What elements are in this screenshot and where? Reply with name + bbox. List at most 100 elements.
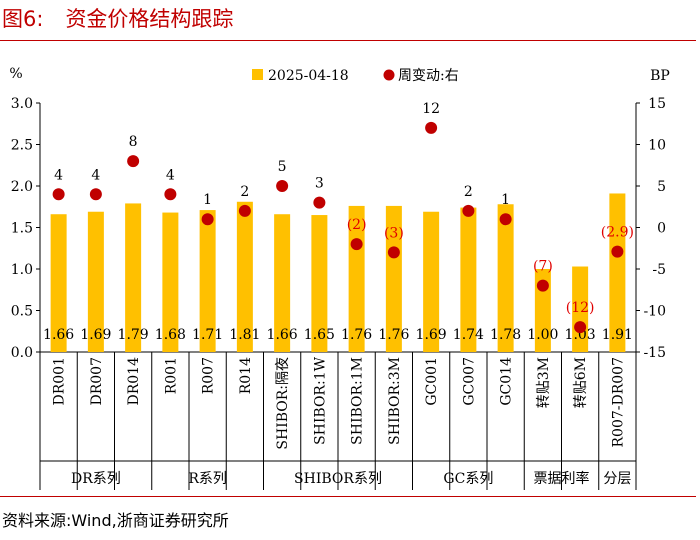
legend-dot-swatch <box>383 69 395 81</box>
bar <box>497 204 514 352</box>
bar-value-label: 1.66 <box>43 327 74 343</box>
legend: 2025-04-18 周变动:右 <box>252 68 459 84</box>
legend-bar-label: 2025-04-18 <box>268 68 349 84</box>
bar <box>199 210 216 352</box>
group-label: 分层 <box>603 471 631 487</box>
left-tick-label: 1.5 <box>11 221 33 237</box>
bar-value-label: 1.65 <box>304 327 335 343</box>
right-tick-label: 5 <box>657 179 666 195</box>
category-label: SHIBOR:3M <box>387 357 403 445</box>
bar <box>236 201 253 352</box>
category-label: SHIBOR:1W <box>312 356 328 445</box>
category-label: GC001 <box>424 357 440 406</box>
bar <box>50 214 67 352</box>
change-value-label: 1 <box>203 192 212 208</box>
change-value-label: (12) <box>566 300 595 316</box>
bar <box>162 212 179 352</box>
change-dot <box>350 238 363 251</box>
group-label: 票据利率 <box>534 470 590 487</box>
bar <box>311 215 328 352</box>
change-dot <box>201 213 214 226</box>
group-label: R系列 <box>188 471 227 487</box>
left-tick-label: 0.5 <box>11 304 33 320</box>
right-tick-label: -15 <box>643 345 666 361</box>
change-dot <box>611 245 624 258</box>
bar-value-label: 1.00 <box>527 327 558 343</box>
change-dot <box>425 121 438 134</box>
left-tick-label: 2.0 <box>11 179 33 195</box>
left-tick-label: 3.0 <box>11 96 33 112</box>
category-label: SHIBOR:隔夜 <box>275 357 291 450</box>
bar-value-label: 1.68 <box>155 327 186 343</box>
figure-title: 图6: 资金价格结构跟踪 <box>2 2 233 36</box>
bar-value-label: 1.66 <box>267 327 298 343</box>
change-dot <box>238 204 251 217</box>
top-rule <box>0 40 696 41</box>
bar-value-labels: 1.66 1.69 1.79 1.68 1.71 1.81 1.66 1.65 1.76 1.76… <box>43 327 633 343</box>
category-label: SHIBOR:1M <box>350 357 366 445</box>
change-value-label: 12 <box>422 101 440 117</box>
change-dot <box>276 180 289 192</box>
change-value-label: 4 <box>166 167 175 183</box>
bar-value-label: 1.76 <box>378 327 409 343</box>
category-labels: DR001 DR007 DR014 R001 R007 R014 SHIBOR:隔夜 SHIB… <box>52 356 627 449</box>
bars <box>50 193 626 352</box>
change-value-label: (7) <box>533 259 553 275</box>
right-tick-label: -5 <box>652 262 666 278</box>
change-value-label: 4 <box>91 167 100 183</box>
right-axis-unit: BP <box>650 68 670 84</box>
bar <box>274 214 291 352</box>
change-dot <box>574 321 587 334</box>
category-label: GC014 <box>499 357 515 406</box>
category-label: DR007 <box>89 357 105 406</box>
group-label: GC系列 <box>443 471 493 487</box>
legend-bar-swatch <box>252 69 263 80</box>
right-tick-label: 15 <box>648 96 666 112</box>
right-tick-label: 10 <box>648 138 666 154</box>
category-label: 转贴6M <box>573 357 589 408</box>
change-dot <box>387 246 400 259</box>
change-dot <box>536 279 549 292</box>
group-label: SHIBOR系列 <box>294 471 382 487</box>
change-dot <box>52 188 65 201</box>
category-label: 转贴3M <box>536 357 552 408</box>
source-note: 资料来源:Wind,浙商证券研究所 <box>2 511 229 530</box>
bar <box>385 205 402 352</box>
category-label: R007 <box>201 357 217 394</box>
bar <box>460 207 477 352</box>
bar-value-label: 1.91 <box>602 327 633 343</box>
left-tick-label: 0.0 <box>11 345 33 361</box>
category-label: R007-DR007 <box>610 357 626 447</box>
bar-value-label: 1.79 <box>118 327 149 343</box>
change-value-label: 2 <box>464 184 473 200</box>
category-label: GC007 <box>461 357 477 406</box>
change-value-label: (2) <box>347 217 367 233</box>
category-label: DR014 <box>126 357 142 406</box>
legend-dot-label: 周变动:右 <box>398 68 459 84</box>
bar-value-label: 1.76 <box>341 327 372 343</box>
right-tick-label: -10 <box>643 304 666 320</box>
change-value-label: 1 <box>501 192 510 208</box>
change-dot <box>462 204 475 217</box>
bar <box>423 211 440 352</box>
change-value-label: 3 <box>315 176 324 192</box>
figure-title-text: 资金价格结构跟踪 <box>65 7 234 31</box>
left-tick-label: 2.5 <box>11 138 33 154</box>
left-tick-label: 1.0 <box>11 262 33 278</box>
figure-label: 图6: <box>2 7 44 31</box>
bar-value-label: 1.69 <box>80 327 111 343</box>
left-axis-unit: % <box>9 66 22 82</box>
category-label: R014 <box>238 357 254 394</box>
change-value-label: 4 <box>54 167 63 183</box>
bar-value-label: 1.69 <box>416 327 447 343</box>
change-value-label: 5 <box>278 159 287 175</box>
bar <box>609 193 626 352</box>
bottom-rule <box>0 496 696 497</box>
change-value-label: (3) <box>384 225 404 241</box>
change-dots <box>52 121 624 334</box>
bar <box>125 203 142 352</box>
change-value-label: 2 <box>240 184 249 200</box>
